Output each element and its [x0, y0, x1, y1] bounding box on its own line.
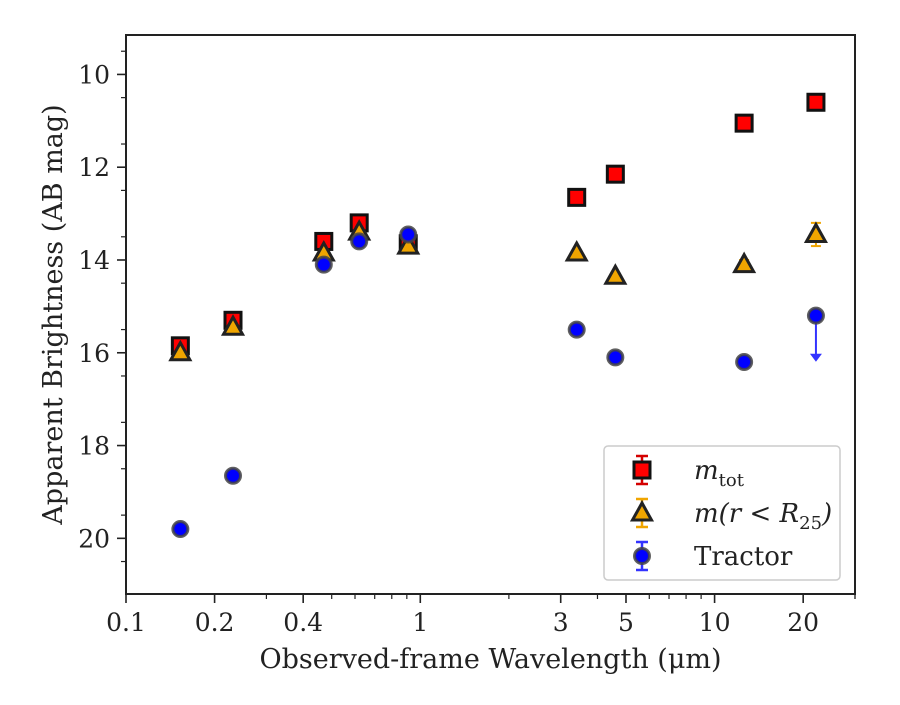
- data-point: [168, 339, 193, 362]
- data-point: [605, 164, 625, 184]
- y-tick-label: 12: [78, 153, 110, 182]
- data-point: [567, 320, 586, 339]
- data-point: [806, 306, 825, 325]
- y-tick-label: 16: [78, 339, 110, 368]
- y-tick-label: 14: [78, 246, 110, 275]
- data-point: [606, 348, 625, 367]
- data-point: [220, 314, 246, 336]
- x-tick-label: 10: [699, 608, 731, 637]
- y-axis-label: Apparent Brightness (AB mag): [38, 104, 69, 525]
- data-point: [350, 232, 369, 251]
- axes: 0.1 0.2 0.4 1 3 5 10 20 10 12 14 16 18 20: [78, 34, 856, 637]
- legend-box: [603, 445, 841, 581]
- x-tick-label: 20: [787, 608, 819, 637]
- data-point: [399, 225, 418, 244]
- data-point: [735, 353, 754, 372]
- x-tick-label: 1: [412, 608, 428, 637]
- plot-area: [168, 92, 828, 539]
- data-point: [567, 187, 587, 207]
- series-square: [170, 92, 826, 356]
- y-tick-label: 20: [78, 524, 110, 553]
- series-triangle: [168, 219, 828, 362]
- data-point: [224, 466, 243, 485]
- legend-label: m(r < R25): [694, 499, 832, 534]
- data-point: [732, 251, 757, 274]
- data-point: [564, 239, 589, 262]
- x-axis-label: Observed-frame Wavelength (μm): [259, 644, 721, 675]
- legend-entry: m(r < R25): [629, 497, 832, 534]
- x-tick-label: 3: [553, 608, 569, 637]
- upper-limit-arrowhead: [809, 353, 822, 362]
- legend-entry: Tractor: [633, 540, 793, 572]
- x-tick-label: 0.1: [106, 608, 146, 637]
- legend-entry: mtot: [632, 454, 745, 491]
- data-point: [803, 221, 828, 243]
- data-point: [734, 113, 754, 133]
- y-tick-label: 10: [78, 60, 110, 89]
- legend-marker: [633, 547, 651, 565]
- series-circle: [171, 225, 825, 539]
- y-tick-label: 18: [78, 432, 110, 461]
- legend: mtot m(r < R25) Tractor: [603, 445, 841, 581]
- legend-label: Tractor: [694, 542, 793, 572]
- legend-label: mtot: [694, 456, 745, 491]
- x-tick-label: 0.2: [195, 608, 235, 637]
- data-point: [171, 520, 190, 539]
- plot-frame: [125, 34, 856, 595]
- x-tick-label: 5: [618, 608, 634, 637]
- data-point: [603, 263, 628, 285]
- data-point: [396, 232, 421, 255]
- legend-marker: [632, 460, 652, 480]
- legend-marker: [629, 499, 655, 522]
- x-tick-label: 0.4: [283, 608, 323, 637]
- data-point: [806, 92, 826, 112]
- data-point: [314, 255, 333, 274]
